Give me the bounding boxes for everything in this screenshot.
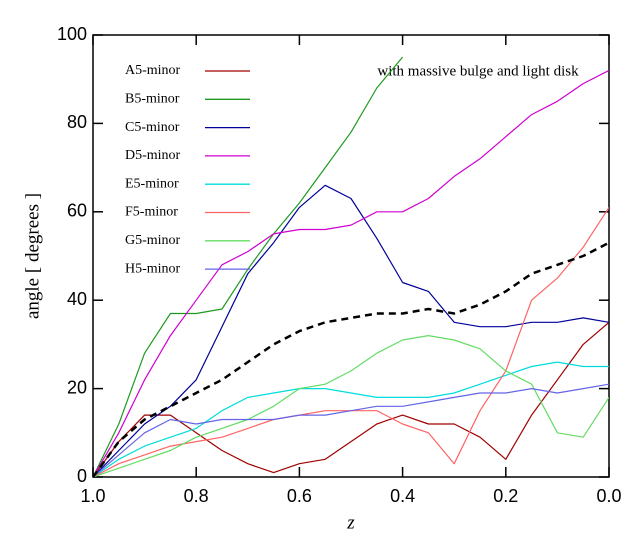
plot-frame (92, 34, 610, 478)
x-tick-label: 0.6 (287, 486, 312, 506)
x-tick-label: 0.0 (596, 486, 621, 506)
series-line (93, 383, 609, 477)
legend-label: A5-minor (125, 63, 181, 78)
series-line (93, 361, 609, 477)
series-line (93, 69, 609, 477)
series-line (93, 321, 609, 477)
y-tick-label: 40 (67, 289, 87, 309)
x-tick-label: 0.2 (493, 486, 518, 506)
legend-label: F5-minor (125, 205, 178, 220)
y-tick-label: 60 (67, 201, 87, 221)
x-tick-label: 0.4 (390, 486, 415, 506)
legend-label: B5-minor (125, 92, 180, 107)
y-tick-label: 80 (67, 112, 87, 132)
legend-label: H5-minor (125, 261, 181, 276)
legend-label: D5-minor (125, 148, 181, 163)
y-tick-label: 20 (67, 377, 87, 397)
y-tick-label: 0 (77, 466, 87, 486)
y-tick-label: 100 (57, 24, 87, 44)
x-axis-label: z (346, 512, 355, 533)
legend-label: E5-minor (125, 176, 179, 191)
legend-label: C5-minor (125, 120, 180, 135)
x-tick-label: 1.0 (80, 486, 105, 506)
x-tick-label: 0.8 (184, 486, 209, 506)
y-axis-label: angle [ degrees ] (22, 193, 43, 319)
series-line (93, 335, 609, 477)
annotation: with massive bulge and light disk (377, 63, 579, 79)
legend-label: G5-minor (125, 233, 181, 248)
series-line (93, 184, 609, 477)
